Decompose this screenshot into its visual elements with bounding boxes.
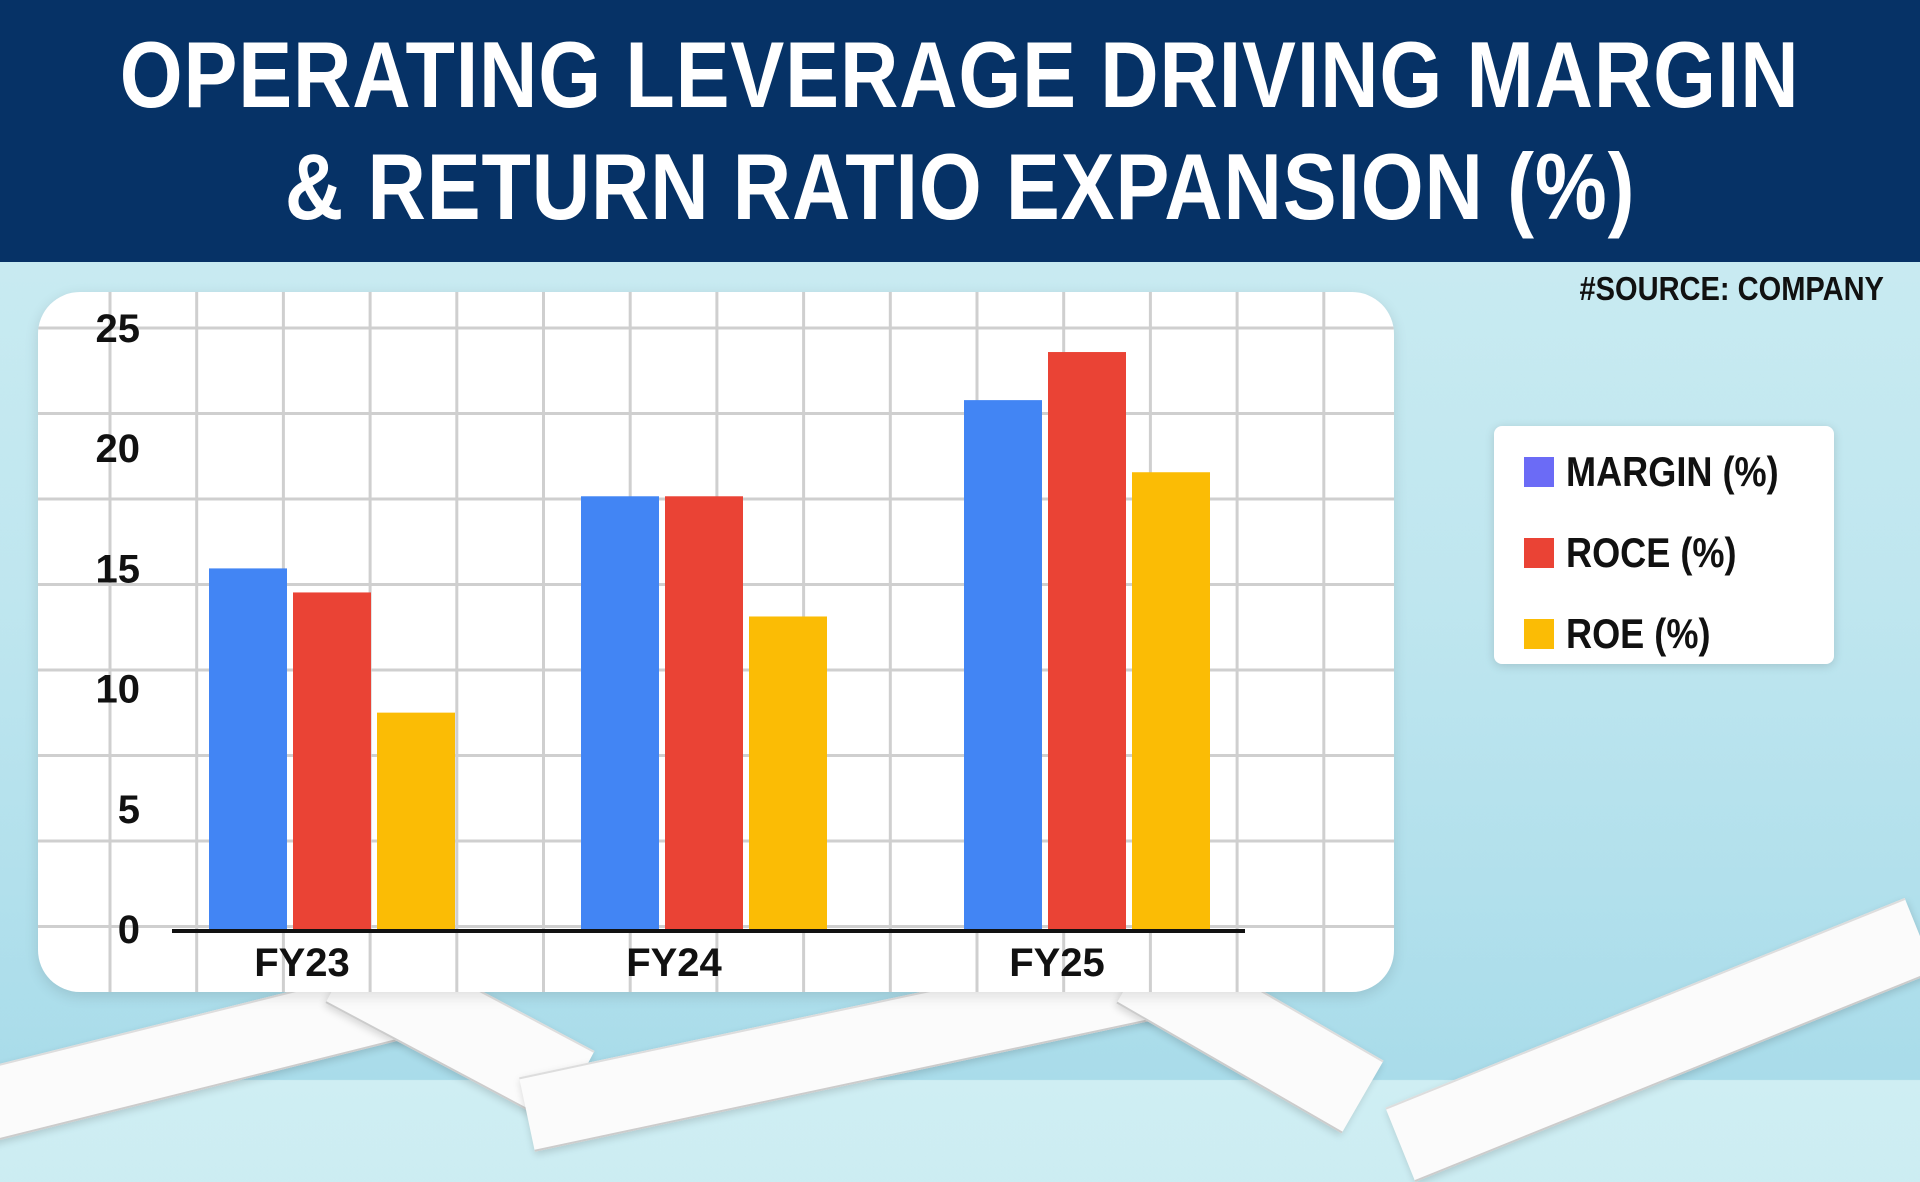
source-note: #SOURCE: COMPANY — [1579, 270, 1884, 307]
x-category-label: FY24 — [626, 941, 722, 985]
y-tick-label: 10 — [96, 668, 141, 712]
legend-swatch-roe — [1524, 619, 1554, 649]
bar — [1132, 472, 1210, 929]
bar — [377, 712, 455, 929]
bar — [1048, 352, 1126, 929]
bar — [209, 568, 287, 929]
legend: MARGIN (%) ROCE (%) ROE (%) — [1494, 426, 1834, 664]
bar — [749, 616, 827, 929]
legend-swatch-roce — [1524, 538, 1554, 568]
legend-label-roe: ROE (%) — [1566, 610, 1711, 657]
bar-chart: 0 5 10 15 20 25 FY23 FY24 FY25 — [38, 292, 1394, 992]
legend-item-margin: MARGIN (%) — [1524, 448, 1813, 496]
bar — [964, 400, 1042, 929]
y-tick-label: 20 — [96, 427, 141, 471]
measuring-tape-decoration — [1385, 898, 1920, 1182]
x-category-label: FY25 — [1009, 941, 1105, 985]
title-banner: OPERATING LEVERAGE DRIVING MARGIN & RETU… — [0, 0, 1920, 262]
bar — [293, 592, 371, 929]
legend-label-margin: MARGIN (%) — [1566, 448, 1779, 495]
chart-title-line-2: & RETURN RATIO EXPANSION (%) — [284, 134, 1636, 239]
chart-title-line-1: OPERATING LEVERAGE DRIVING MARGIN — [120, 22, 1800, 127]
bar — [665, 496, 743, 929]
bar — [581, 496, 659, 929]
chart-panel: 0 5 10 15 20 25 FY23 FY24 FY25 — [38, 292, 1394, 992]
y-tick-label: 0 — [118, 908, 140, 952]
y-tick-label: 15 — [96, 547, 141, 591]
legend-label-roce: ROCE (%) — [1566, 529, 1737, 576]
legend-swatch-margin — [1524, 457, 1554, 487]
y-tick-label: 5 — [118, 788, 140, 832]
legend-item-roce: ROCE (%) — [1524, 529, 1764, 577]
x-category-label: FY23 — [254, 941, 350, 985]
legend-item-roe: ROE (%) — [1524, 610, 1734, 658]
y-tick-label: 25 — [96, 307, 141, 351]
